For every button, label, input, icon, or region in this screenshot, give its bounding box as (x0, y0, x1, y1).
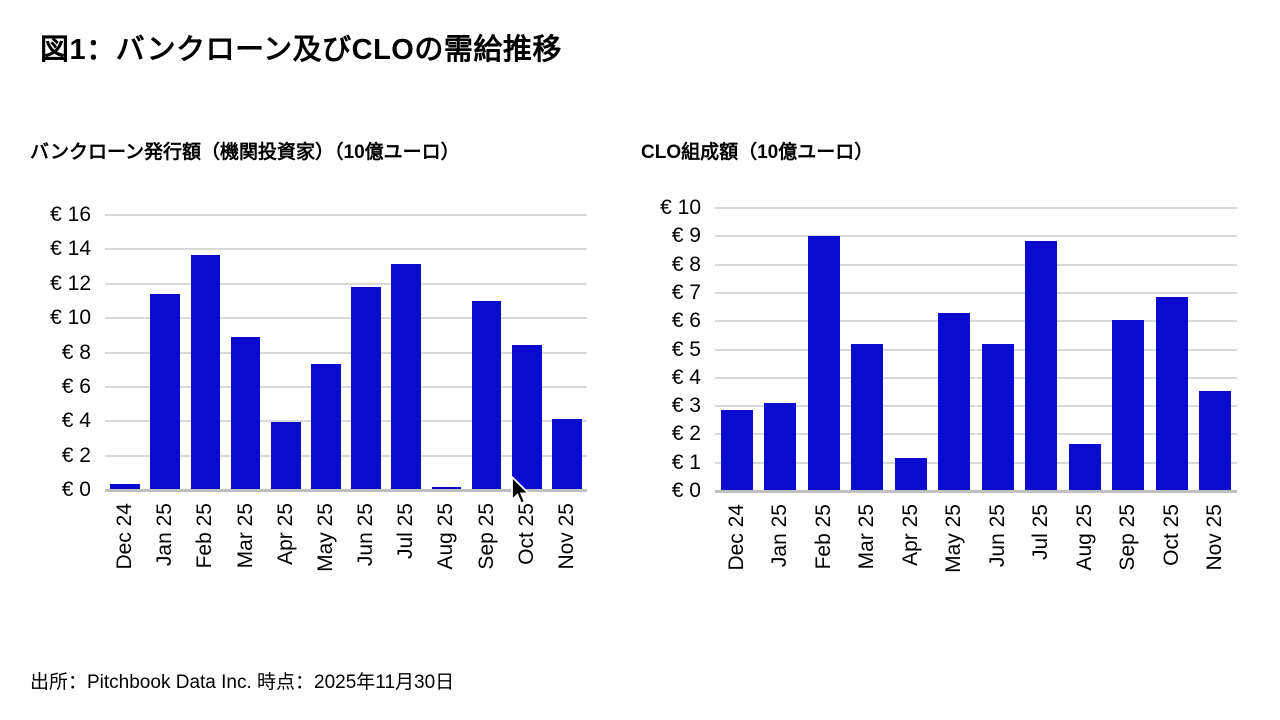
page-title: 図1：バンクローン及びCLOの需給推移 (40, 34, 562, 66)
gridline (715, 263, 1237, 266)
x-axis-tick-label: Nov 25 (1203, 504, 1227, 571)
x-axis-tick-label: Feb 25 (811, 504, 835, 570)
y-axis-tick-label: € 6 (61, 374, 91, 398)
bar-jul-25 (1025, 240, 1058, 491)
bar-apr-25 (894, 458, 927, 491)
bar-may-25 (311, 363, 341, 490)
clo-chart-plot: € 0 € 1 € 2 € 3 € 4 € 5 € 6 € 7 € 8 € 9 € 10 Dec 24… (660, 196, 1237, 573)
x-axis-tick-label: Aug 25 (1072, 504, 1096, 571)
y-axis-tick-label: € 8 (61, 340, 91, 364)
y-axis-tick-label: € 6 (671, 309, 701, 333)
x-axis-tick-label: Jan 25 (153, 503, 177, 567)
x-axis-tick-label: Jan 25 (768, 504, 792, 568)
x-axis-tick-label: Oct 25 (514, 503, 538, 565)
y-axis-tick-label: € 7 (671, 280, 701, 304)
bar-feb-25 (807, 236, 840, 491)
x-axis-tick-label: May 25 (313, 503, 337, 572)
x-axis-tick-label: Jul 25 (1029, 504, 1053, 561)
gridline (105, 385, 587, 388)
bar-jun-25 (981, 343, 1014, 491)
bar-aug-25 (431, 487, 462, 490)
gridline (715, 207, 1237, 209)
gridline (105, 351, 587, 354)
y-axis-tick-label: € 9 (671, 224, 701, 248)
bar-dec-24 (720, 410, 753, 491)
gridline (715, 320, 1237, 323)
bar-jul-25 (391, 263, 422, 490)
y-axis-tick-label: € 10 (660, 196, 701, 219)
y-axis-tick-label: € 4 (671, 365, 701, 389)
x-axis-tick-label: Jun 25 (354, 503, 378, 567)
x-axis-tick-label: Dec 24 (113, 503, 137, 570)
x-axis-tick-label: Jun 25 (985, 504, 1009, 568)
x-axis-tick-label: Jul 25 (394, 503, 418, 560)
bar-jun-25 (351, 287, 381, 490)
y-axis-tick-label: € 16 (50, 203, 91, 226)
bar-jan-25 (764, 403, 797, 491)
x-axis-line (105, 489, 587, 492)
bar-mar-25 (230, 337, 261, 490)
bar-dec-24 (110, 483, 140, 490)
gridline (105, 214, 587, 216)
x-axis-tick-label: May 25 (942, 504, 966, 573)
bar-sep-25 (471, 300, 502, 490)
x-axis-tick-label: Sep 25 (1116, 504, 1140, 571)
y-axis-tick-label: € 14 (50, 237, 91, 261)
x-axis-tick-label: Aug 25 (434, 503, 458, 570)
x-axis-line (715, 490, 1237, 493)
gridline (105, 420, 587, 423)
bar-apr-25 (270, 422, 301, 490)
y-axis-tick-label: € 0 (61, 478, 91, 501)
x-axis-tick-label: Mar 25 (233, 503, 257, 569)
y-axis-tick-label: € 4 (61, 409, 91, 433)
y-axis-tick-label: € 2 (671, 422, 701, 446)
bar-mar-25 (851, 343, 884, 491)
source-note: 出所：Pitchbook Data Inc. 時点：2025年11月30日 (30, 672, 455, 693)
y-axis-tick-label: € 8 (671, 252, 701, 276)
gridline (715, 348, 1237, 351)
gridline (105, 248, 587, 251)
y-axis-tick-label: € 1 (671, 450, 701, 474)
y-axis-tick-label: € 3 (671, 394, 701, 418)
bar-feb-25 (190, 254, 221, 490)
bank-loan-chart-plot: € 0 € 2 € 4 € 6 € 8 € 10 € 12 € 14 € 16 Dec 24 Jan… (50, 203, 587, 572)
x-axis-tick-label: Nov 25 (554, 503, 578, 570)
gridline (715, 405, 1237, 408)
gridline (715, 461, 1237, 464)
gridline (105, 454, 587, 457)
x-axis-tick-label: Sep 25 (474, 503, 498, 570)
bar-jan-25 (150, 294, 181, 490)
gridline (715, 235, 1237, 238)
y-axis-tick-label: € 2 (61, 443, 91, 467)
x-axis-tick-label: Apr 25 (273, 503, 297, 565)
bar-oct-25 (511, 344, 542, 490)
y-axis-tick-label: € 12 (50, 271, 91, 295)
y-axis-tick-label: € 10 (50, 306, 91, 330)
gridline (105, 282, 587, 285)
y-axis-tick-label: € 5 (671, 337, 701, 361)
gridline (715, 376, 1237, 379)
bar-nov-25 (1199, 390, 1232, 491)
bar-oct-25 (1155, 297, 1188, 491)
bar-nov-25 (552, 418, 582, 490)
x-axis-tick-label: Dec 24 (724, 504, 748, 571)
x-axis-tick-label: Oct 25 (1159, 504, 1183, 566)
bar-may-25 (938, 312, 971, 491)
bar-aug-25 (1068, 444, 1101, 491)
gridline (105, 317, 587, 320)
x-axis-tick-label: Apr 25 (898, 504, 922, 566)
mouse-cursor-icon (511, 475, 531, 505)
gridline (715, 433, 1237, 436)
y-axis-tick-label: € 0 (671, 479, 701, 502)
x-axis-tick-label: Mar 25 (855, 504, 879, 570)
clo-chart-title: CLO組成額（10億ユーロ） (641, 142, 874, 163)
bar-sep-25 (1112, 319, 1145, 491)
bank-loan-chart-title: バンクローン発行額（機関投資家）（10億ユーロ） (30, 142, 460, 163)
x-axis-tick-label: Feb 25 (193, 503, 217, 569)
gridline (715, 291, 1237, 294)
